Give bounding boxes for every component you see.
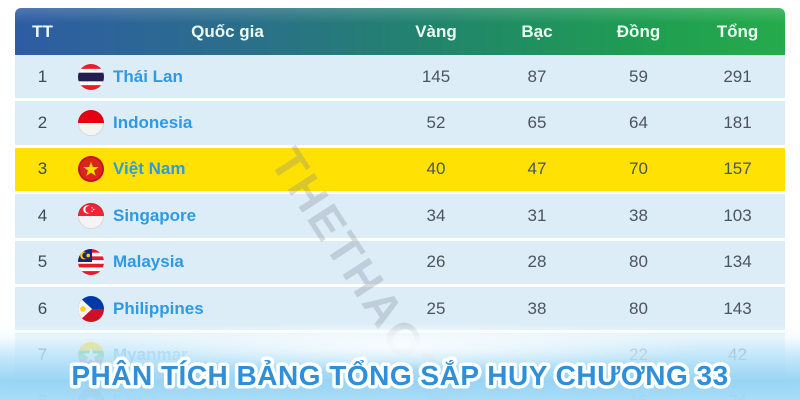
gold-cell: 145 [421,66,451,86]
silver-cell: 87 [527,66,547,86]
gold-cell: 40 [426,159,446,179]
total-cell: 134 [723,252,752,272]
total-cell: 103 [723,205,752,225]
country-cell: Thái Lan [70,63,385,90]
overlay-headline-text: PHÂN TÍCH BẢNG TỔNG SẮP HUY CHƯƠNG 33 [71,359,728,391]
bronze-cell: 64 [629,113,648,133]
country-cell: Philippines [70,295,385,322]
singapore-flag-icon [78,202,104,229]
table-row: 5 Malaysia 26 28 80 134 [15,240,785,287]
col-header-total: Tổng [716,21,759,41]
col-header-rank: TT [32,21,53,41]
country-name: Philippines [113,298,204,318]
overlay-headline: PHÂN TÍCH BẢNG TỔNG SẮP HUY CHƯƠNG 33 [68,356,732,395]
bottom-fade-overlay [0,323,800,400]
malaysia-flag-icon [78,249,104,276]
country-cell: Indonesia [70,110,385,137]
country-cell: Malaysia [70,249,385,276]
country-name: Singapore [113,205,197,225]
silver-cell: 47 [527,159,547,179]
gold-cell: 25 [426,298,446,318]
country-name: Indonesia [113,113,193,133]
table-row: 4 Singapore 34 31 38 103 [15,194,785,241]
total-cell: 157 [723,159,752,179]
table-row: 3 Việt Nam 40 47 70 157 [15,147,785,195]
silver-cell: 65 [527,113,547,133]
gold-cell: 34 [426,205,446,225]
country-cell: Singapore [70,202,385,229]
total-cell: 291 [723,66,752,86]
rank-cell: 4 [37,205,48,225]
col-header-country: Quốc gia [191,21,264,41]
bronze-cell: 38 [629,205,648,225]
col-header-bronze: Đồng [616,21,661,41]
rank-cell: 1 [37,66,48,86]
vietnam-flag-icon [78,156,104,183]
gold-cell: 26 [426,252,446,272]
rank-cell: 6 [37,298,48,318]
bronze-cell: 80 [629,298,648,318]
country-cell: Việt Nam [70,156,385,183]
table-header: TT Quốc gia Vàng Bạc Đồng Tổng [15,8,785,55]
rank-cell: 2 [37,113,48,133]
bronze-cell: 70 [629,159,648,179]
gold-cell: 52 [426,113,446,133]
total-cell: 143 [723,298,752,318]
rank-cell: 3 [37,159,48,179]
bronze-cell: 59 [629,66,648,86]
table-row: 1 Thái Lan 145 87 59 291 [15,55,785,102]
rank-cell: 5 [37,252,48,272]
total-cell: 181 [723,113,752,133]
table-row: 2 Indonesia 52 65 64 181 [15,101,785,148]
country-name: Việt Nam [113,159,186,179]
country-name: Thái Lan [113,66,183,86]
bronze-cell: 80 [629,252,648,272]
indonesia-flag-icon [78,110,104,137]
country-name: Malaysia [113,252,184,272]
silver-cell: 28 [527,252,547,272]
silver-cell: 38 [527,298,547,318]
silver-cell: 31 [527,205,547,225]
col-header-silver: Bạc [521,21,553,41]
philippines-flag-icon [78,295,104,322]
col-header-gold: Vàng [415,21,457,41]
thailand-flag-icon [78,63,104,90]
